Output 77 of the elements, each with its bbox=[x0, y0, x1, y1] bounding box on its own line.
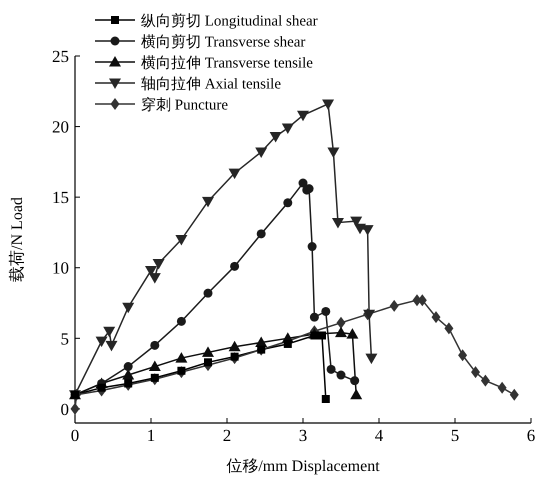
point bbox=[230, 262, 240, 271]
point bbox=[326, 364, 336, 374]
x-tick-label: 4 bbox=[374, 426, 384, 445]
y-tick-label: 10 bbox=[52, 258, 69, 278]
point bbox=[70, 402, 80, 415]
legend-label: 横向剪切 Transverse shear bbox=[141, 33, 306, 50]
legend-label: 轴向拉伸 Axial tensile bbox=[141, 75, 282, 92]
point bbox=[471, 366, 480, 378]
point bbox=[256, 229, 266, 238]
point bbox=[148, 273, 161, 284]
point bbox=[480, 374, 490, 387]
y-tick-label: 0 bbox=[60, 400, 69, 419]
point bbox=[310, 312, 319, 322]
point bbox=[298, 178, 308, 188]
point bbox=[152, 258, 165, 270]
point bbox=[336, 316, 346, 329]
point bbox=[336, 370, 346, 380]
point bbox=[308, 242, 317, 252]
legend-label: 纵向剪切 Longitudinal shear bbox=[141, 12, 318, 30]
point bbox=[322, 99, 334, 110]
x-tick-label: 2 bbox=[222, 426, 232, 445]
point bbox=[327, 147, 340, 158]
point bbox=[103, 326, 116, 338]
point bbox=[228, 168, 241, 180]
point bbox=[96, 336, 108, 348]
point bbox=[350, 388, 362, 400]
point bbox=[176, 316, 186, 326]
x-tick-label: 5 bbox=[450, 426, 460, 445]
point bbox=[354, 224, 366, 234]
point bbox=[202, 196, 214, 208]
x-tick-label: 6 bbox=[526, 426, 535, 445]
y-tick-label: 20 bbox=[52, 118, 69, 137]
point bbox=[284, 340, 292, 348]
point bbox=[365, 354, 378, 364]
point bbox=[105, 340, 118, 352]
y-tick-label: 15 bbox=[52, 188, 69, 208]
y-tick-label: 5 bbox=[60, 329, 69, 348]
y-tick-label: 25 bbox=[52, 46, 69, 66]
point bbox=[270, 132, 282, 142]
point bbox=[332, 218, 344, 229]
point bbox=[124, 362, 133, 372]
point bbox=[175, 235, 188, 246]
x-axis-title: 位移/mm Displacement bbox=[226, 458, 380, 475]
point bbox=[346, 328, 358, 339]
point bbox=[310, 331, 318, 340]
point bbox=[124, 379, 132, 388]
point bbox=[255, 147, 268, 158]
point bbox=[150, 340, 160, 350]
legend-label: 穿刺 Puncture bbox=[141, 96, 228, 114]
point bbox=[228, 340, 241, 352]
point bbox=[322, 395, 330, 404]
x-tick-label: 1 bbox=[146, 426, 156, 445]
point bbox=[202, 346, 214, 357]
point bbox=[444, 322, 454, 334]
legend-label: 横向拉伸 Transverse tensile bbox=[141, 54, 314, 72]
point bbox=[297, 110, 309, 122]
point bbox=[175, 352, 188, 363]
point bbox=[335, 326, 347, 338]
point bbox=[204, 358, 212, 366]
point bbox=[498, 382, 507, 394]
point bbox=[363, 310, 376, 320]
point bbox=[204, 288, 212, 298]
point bbox=[98, 384, 106, 392]
point bbox=[122, 302, 134, 314]
point bbox=[390, 300, 399, 312]
point bbox=[318, 331, 326, 340]
point bbox=[432, 311, 440, 324]
x-tick-label: 3 bbox=[298, 426, 308, 445]
point bbox=[458, 349, 468, 362]
point bbox=[350, 376, 360, 386]
point bbox=[510, 388, 519, 401]
y-axis-title: 载荷/N Load bbox=[8, 197, 26, 282]
point bbox=[321, 306, 330, 316]
point bbox=[148, 360, 161, 372]
point bbox=[282, 123, 294, 134]
point bbox=[122, 369, 134, 380]
point bbox=[283, 198, 292, 208]
